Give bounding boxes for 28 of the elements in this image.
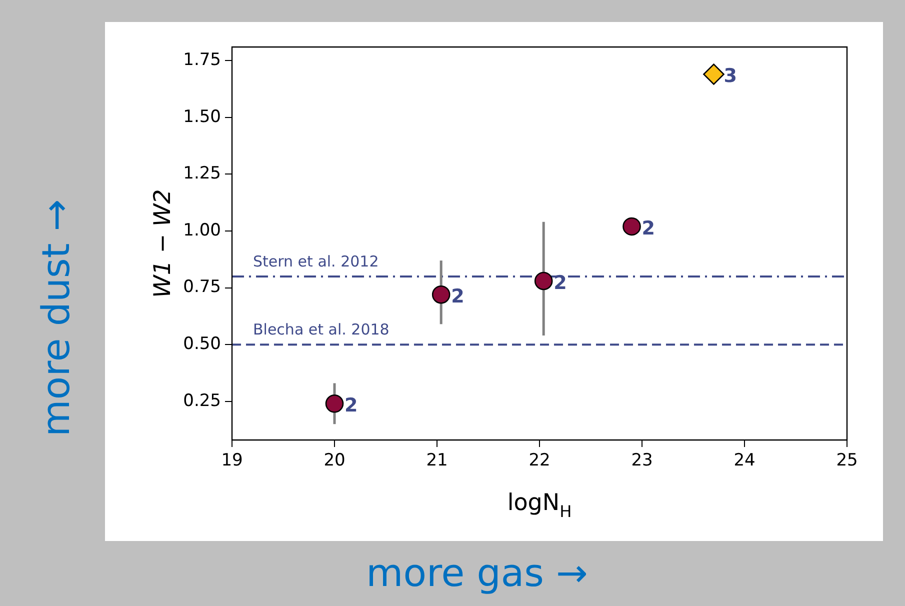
x-tick-label: 21 (426, 450, 448, 471)
text: more gas → (366, 551, 588, 595)
annotation: 2 (642, 217, 655, 240)
x-tick-label: 24 (734, 450, 756, 471)
point (534, 272, 553, 290)
y-tick-label: 1.75 (183, 50, 221, 70)
x-tick-label: 22 (528, 450, 550, 471)
x-tick-label: 20 (324, 450, 346, 471)
annotation: 2 (344, 394, 358, 417)
y-axis-title: W1 − W2 (150, 189, 176, 298)
y-tick-label: 0.25 (183, 390, 221, 411)
y-tick-label: 0.75 (183, 277, 221, 298)
point (325, 394, 344, 413)
annotation: 2 (451, 286, 464, 308)
y-tick-label: 1.25 (183, 164, 221, 184)
text: more dust → (34, 199, 78, 437)
x-tick-label: 25 (836, 450, 858, 471)
y-tick-label: 1.50 (183, 106, 221, 127)
x-tick-label: 23 (631, 450, 653, 471)
annotation: 3 (724, 65, 737, 88)
y-tick-label: 1.00 (183, 220, 221, 240)
x-tick-label: 19 (221, 450, 243, 471)
y-tick-label: 0.50 (183, 334, 221, 354)
ref-line-label: Stern et al. 2012 (253, 252, 379, 270)
point (432, 285, 450, 304)
point (622, 217, 641, 236)
ref-line-label: Blecha et al. 2018 (253, 320, 390, 339)
point (703, 64, 724, 85)
